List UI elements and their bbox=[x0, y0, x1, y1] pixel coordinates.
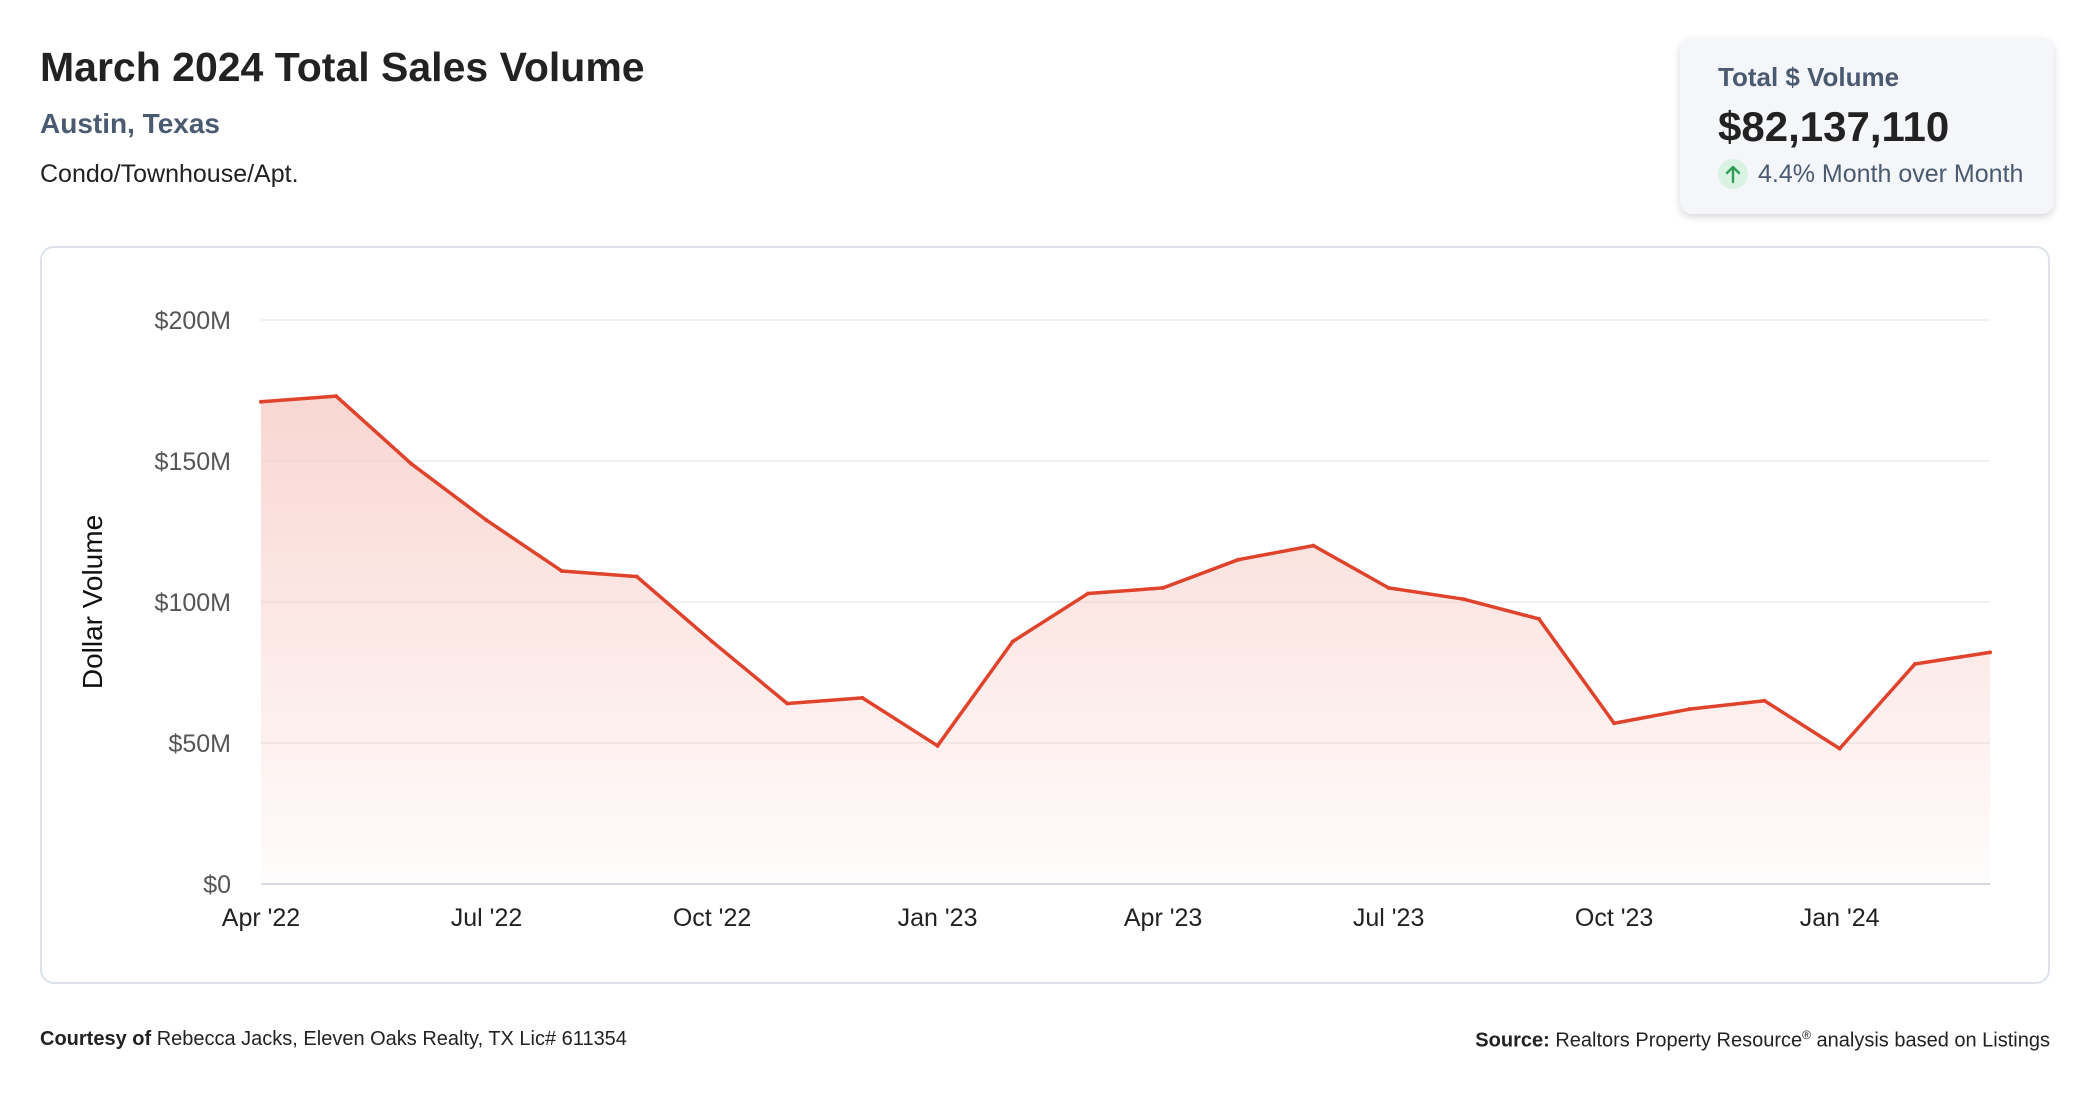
data-point bbox=[860, 695, 865, 700]
data-point bbox=[1762, 698, 1767, 703]
data-point bbox=[1161, 585, 1166, 590]
change-text: 4.4% Month over Month bbox=[1758, 159, 2024, 188]
data-point bbox=[484, 518, 489, 523]
y-tick-label: $200M bbox=[155, 307, 231, 335]
data-point bbox=[1311, 543, 1316, 548]
total-volume-value: $82,137,110 bbox=[1718, 103, 1950, 150]
sales-volume-chart: $0 $50M $100M $150M $200M Apr '22 Jul '22 Oct '… bbox=[77, 307, 1992, 932]
y-tick-label: $0 bbox=[203, 871, 231, 899]
data-point bbox=[1236, 557, 1241, 562]
page-title: March 2024 Total Sales Volume bbox=[40, 44, 645, 90]
data-point bbox=[935, 743, 940, 748]
total-volume-card: Total $ Volume $82,137,110 4.4% Month ov… bbox=[1680, 38, 2054, 214]
data-point bbox=[1988, 650, 1992, 655]
data-point bbox=[1837, 746, 1842, 751]
data-point bbox=[1085, 591, 1090, 596]
data-point bbox=[1687, 707, 1692, 712]
x-tick-label: Oct '22 bbox=[673, 904, 751, 932]
data-point bbox=[1461, 597, 1466, 602]
data-point bbox=[1912, 662, 1917, 667]
x-tick-label: Apr '22 bbox=[222, 904, 300, 932]
month-over-month-change: 4.4% Month over Month bbox=[1718, 159, 2054, 189]
property-type-label: Condo/Townhouse/Apt. bbox=[40, 160, 299, 188]
x-tick-label: Jul '22 bbox=[451, 904, 522, 932]
x-tick-label: Apr '23 bbox=[1124, 904, 1202, 932]
location-subtitle: Austin, Texas bbox=[40, 108, 220, 139]
y-axis-label: Dollar Volume bbox=[77, 515, 108, 689]
courtesy-text: Rebecca Jacks, Eleven Oaks Realty, TX Li… bbox=[156, 1028, 627, 1050]
data-point bbox=[1386, 585, 1391, 590]
x-tick-label: Jan '24 bbox=[1800, 904, 1880, 932]
source-suffix: analysis based on Listings bbox=[1816, 1029, 2050, 1052]
source-label: Source: bbox=[1475, 1029, 1550, 1052]
x-tick-label: Oct '23 bbox=[1575, 904, 1653, 932]
courtesy-footer: Courtesy of Rebecca Jacks, Eleven Oaks R… bbox=[40, 1028, 627, 1051]
y-tick-label: $100M bbox=[155, 589, 231, 617]
data-point bbox=[1010, 639, 1015, 644]
y-tick-label: $50M bbox=[168, 730, 231, 758]
data-point bbox=[334, 394, 339, 399]
source-text: Realtors Property Resource bbox=[1555, 1029, 1803, 1052]
data-point bbox=[710, 639, 715, 644]
data-point bbox=[409, 461, 414, 466]
series-line bbox=[259, 394, 1992, 751]
source-footer: Source: Realtors Property Resource® anal… bbox=[1475, 1028, 2050, 1053]
x-tick-label: Jul '23 bbox=[1353, 904, 1424, 932]
courtesy-label: Courtesy of bbox=[40, 1028, 152, 1050]
data-point bbox=[559, 568, 564, 573]
arrow-up-icon bbox=[1718, 159, 1748, 189]
data-point bbox=[1612, 721, 1617, 726]
data-point bbox=[1536, 616, 1541, 621]
x-tick-label: Jan '23 bbox=[898, 904, 978, 932]
data-point bbox=[785, 701, 790, 706]
data-point bbox=[259, 399, 263, 404]
registered-mark: ® bbox=[1802, 1028, 1811, 1042]
y-tick-label: $150M bbox=[155, 448, 231, 476]
series-area-fill bbox=[261, 396, 1990, 884]
total-volume-label: Total $ Volume bbox=[1718, 62, 1900, 92]
chart-card: $0 $50M $100M $150M $200M Apr '22 Jul '22 Oct '… bbox=[40, 246, 2050, 984]
data-point bbox=[634, 574, 639, 579]
